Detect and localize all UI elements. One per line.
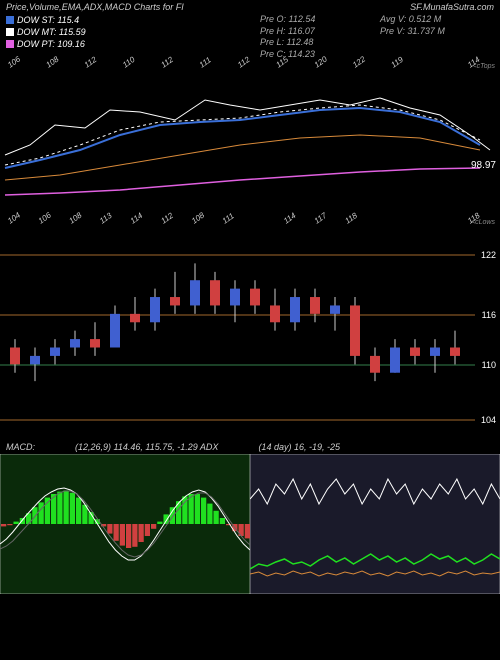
svg-text:106: 106 (37, 210, 54, 225)
title-left: Price,Volume,EMA,ADX,MACD Charts for FI (6, 2, 184, 12)
legend-dow-st: DOW ST: 115.4 (6, 15, 79, 25)
svg-text:110: 110 (121, 55, 137, 70)
svg-text:113: 113 (98, 211, 114, 226)
panel-macd (0, 454, 250, 594)
svg-text:98.97: 98.97 (471, 160, 496, 171)
legend-dow-pt: DOW PT: 109.16 (6, 39, 85, 49)
svg-text:<cTops: <cTops (472, 63, 495, 70)
swatch-st (6, 16, 14, 24)
svg-text:122: 122 (481, 250, 496, 260)
svg-text:108: 108 (44, 54, 61, 69)
legend-dow-mt: DOW MT: 115.59 (6, 27, 86, 37)
svg-text:112: 112 (159, 211, 175, 226)
header: Price,Volume,EMA,ADX,MACD Charts for FI … (0, 0, 500, 14)
svg-text:104: 104 (6, 210, 23, 225)
svg-text:104: 104 (481, 415, 496, 425)
svg-text:122: 122 (351, 54, 368, 69)
macd-header: MACD: (12,26,9) 114.46, 115.75, -1.29 AD… (0, 440, 500, 454)
title-right: SF.MunafaSutra.com (410, 2, 494, 12)
svg-text:115: 115 (274, 55, 290, 70)
svg-text:111: 111 (221, 211, 236, 225)
info-volume: Avg V: 0.512 M Pre V: 31.737 M (380, 14, 445, 37)
panel-ema: 106108112110112111112115120122119114<cTo… (0, 50, 500, 210)
svg-text:110: 110 (482, 360, 496, 370)
svg-text:112: 112 (236, 55, 252, 70)
svg-text:<cLows: <cLows (471, 219, 495, 226)
svg-text:111: 111 (198, 55, 213, 69)
svg-text:112: 112 (159, 55, 175, 70)
macd-label: MACD: (6, 442, 35, 452)
svg-text:120: 120 (313, 54, 330, 69)
panel-adx (250, 454, 500, 594)
svg-text:119: 119 (389, 55, 405, 70)
svg-text:112: 112 (83, 55, 99, 70)
svg-text:108: 108 (67, 210, 84, 225)
panel-candles: 104106108113114112108111114117118118<cLo… (0, 210, 500, 440)
svg-text:106: 106 (6, 54, 23, 69)
svg-text:108: 108 (190, 210, 207, 225)
chart-container: Price,Volume,EMA,ADX,MACD Charts for FI … (0, 0, 500, 660)
macd-values: (12,26,9) 114.46, 115.75, -1.29 ADX (75, 442, 218, 452)
bottom-panels (0, 454, 500, 594)
svg-text:114: 114 (129, 211, 145, 226)
svg-text:118: 118 (343, 211, 359, 226)
svg-text:116: 116 (482, 310, 496, 320)
adx-values: (14 day) 16, -19, -25 (258, 442, 340, 452)
swatch-pt (6, 40, 14, 48)
svg-text:114: 114 (282, 211, 298, 226)
swatch-mt (6, 28, 14, 36)
svg-text:117: 117 (313, 211, 329, 226)
